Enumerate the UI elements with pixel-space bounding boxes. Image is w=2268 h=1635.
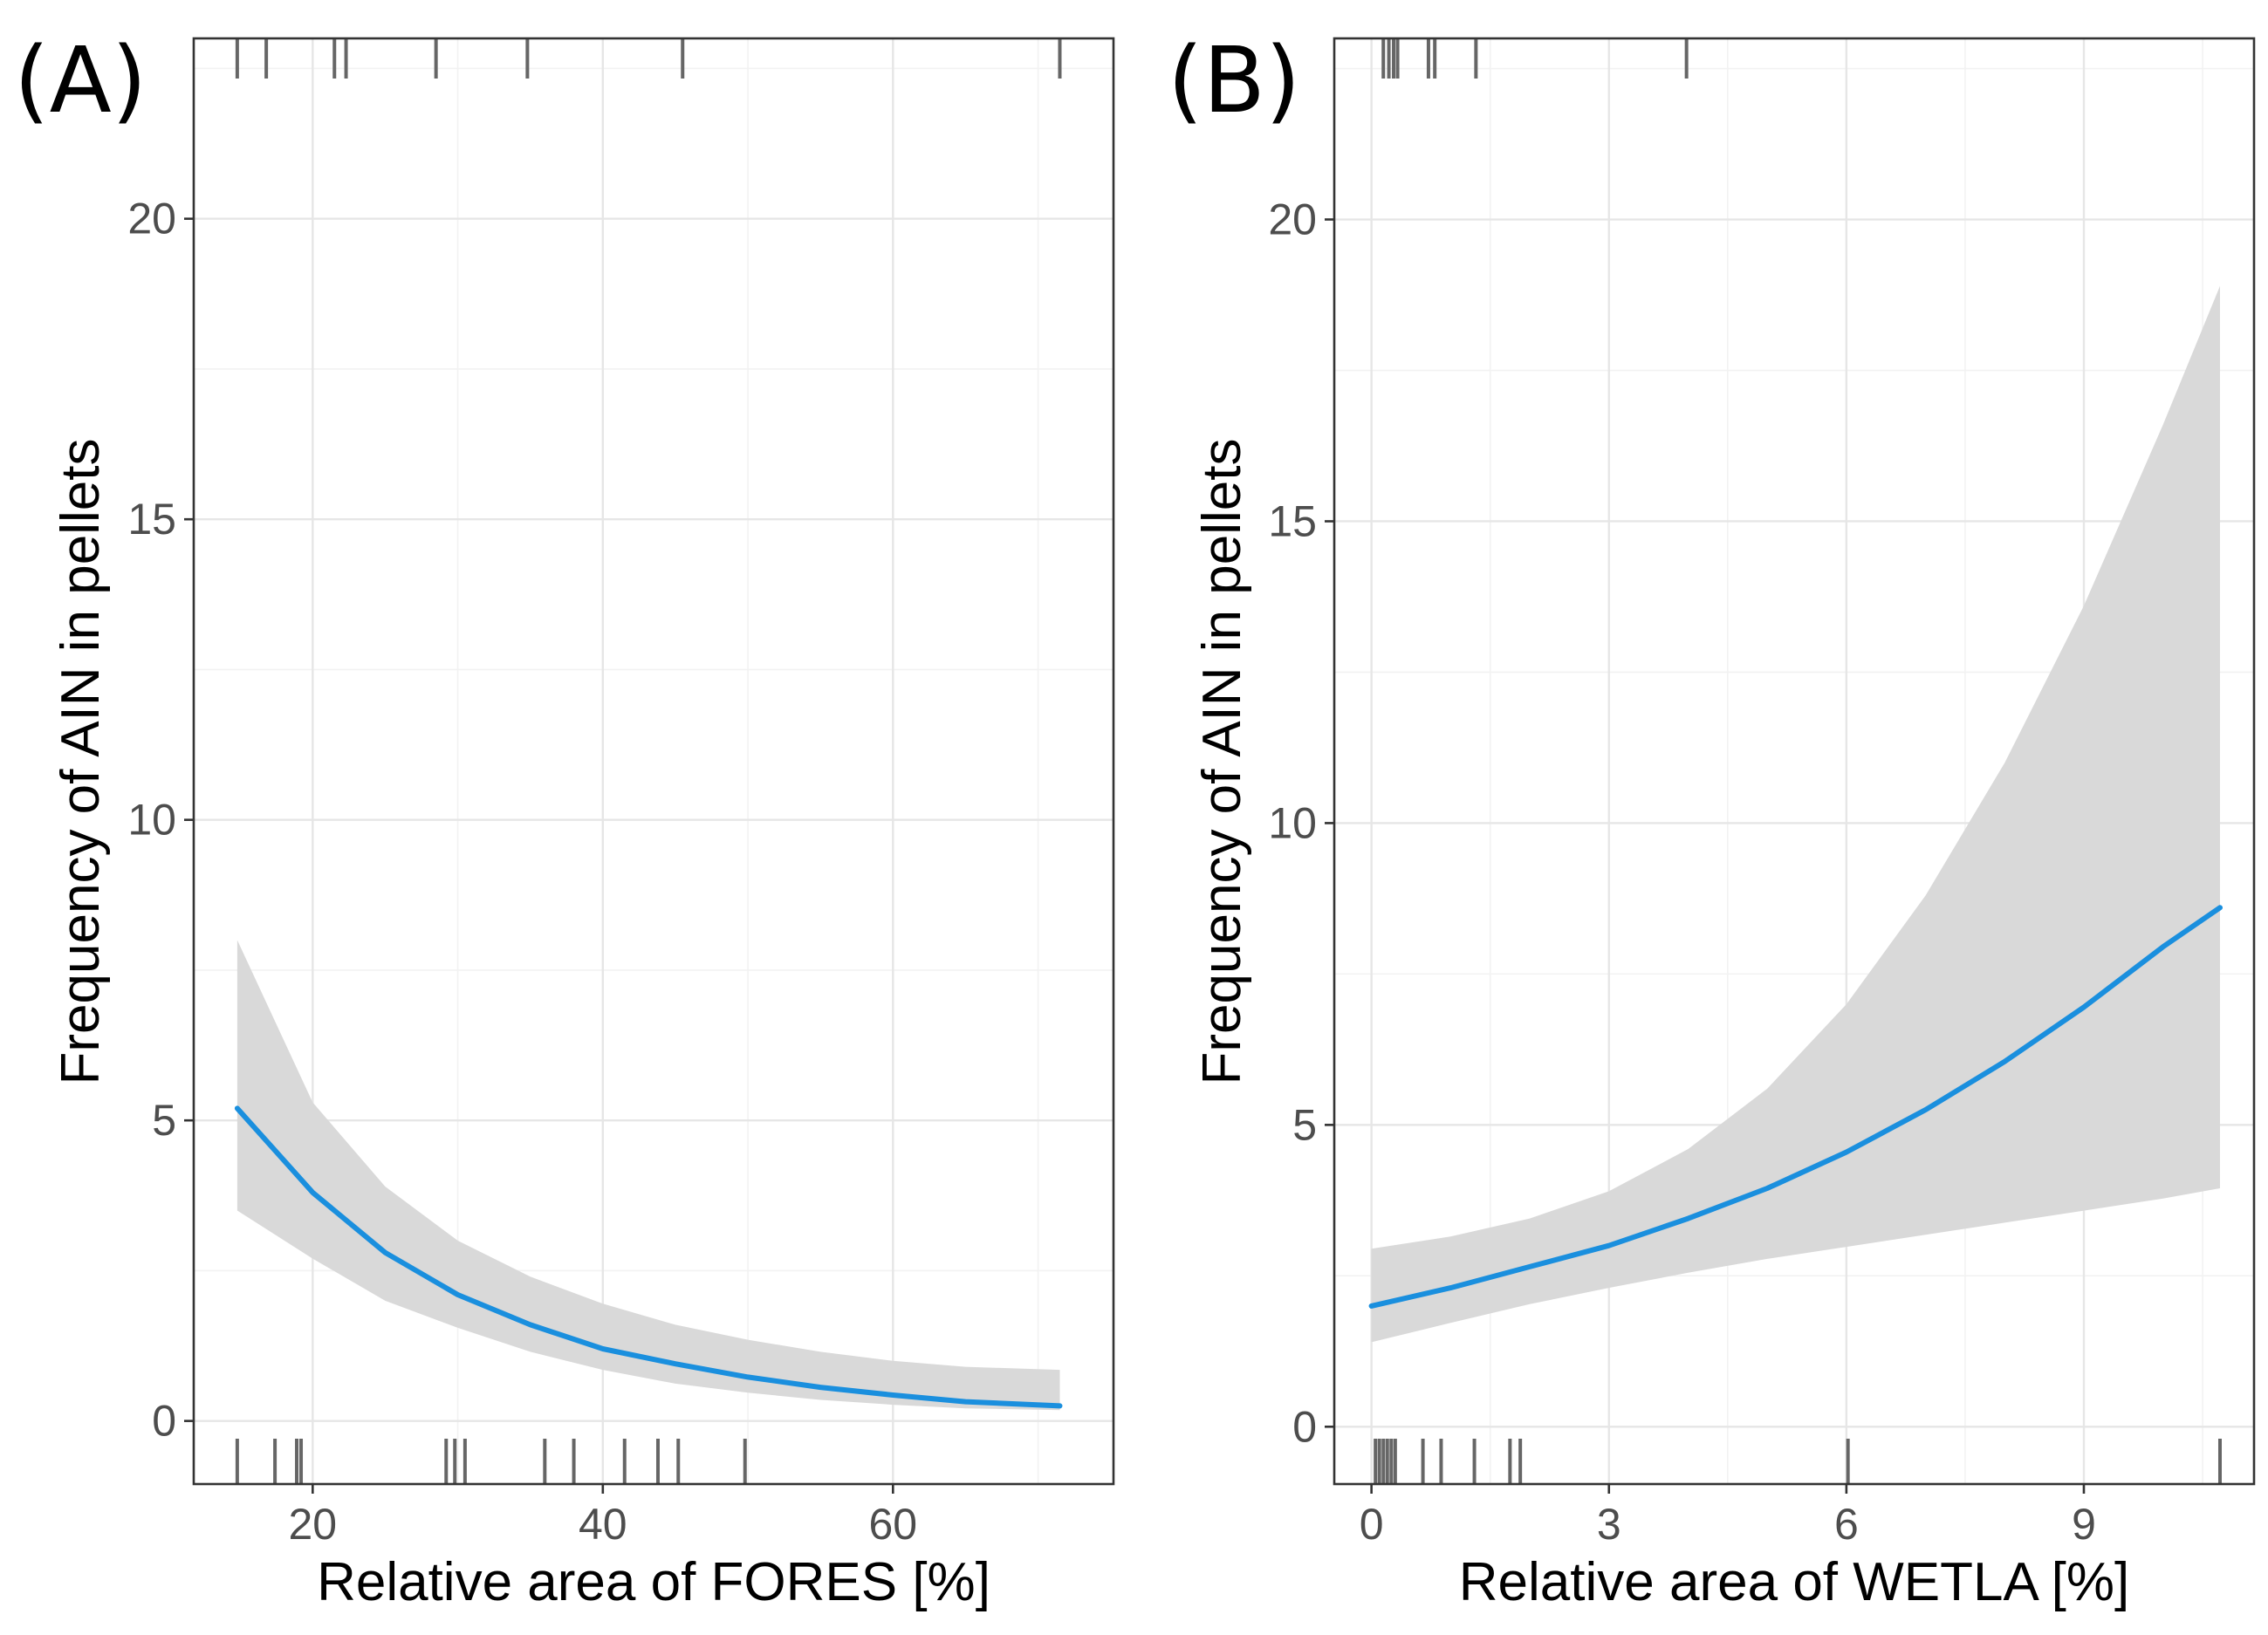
panel-a-y-tick-label: 10	[127, 796, 176, 845]
panel-b-y-axis-title: Frequency of AIN in pellets	[1192, 439, 1252, 1085]
panel-b-label: (B)	[1168, 27, 1301, 133]
panel-a-rug-top	[235, 38, 1062, 79]
panel-b-x-tick-label: 9	[2072, 1500, 2096, 1549]
panel-b-y-tick-label: 15	[1268, 496, 1317, 545]
panel-b-confidence-band	[1371, 285, 2220, 1343]
panel-a-plot-frame	[192, 37, 1115, 1486]
panel-a: 20 40 60 0 5 10 15 20 (A) Relative area of FORE…	[14, 27, 1115, 1612]
panel-b: 0 3 6 9 0 5 10 15 20 (B) Relative area of WETLA …	[1168, 27, 2256, 1612]
panel-b-y-tick-label: 0	[1292, 1402, 1317, 1451]
panel-b-rug-top	[1381, 38, 1689, 79]
panel-b-y-tick-label: 20	[1268, 195, 1317, 244]
panel-b-rug-bottom	[1374, 1439, 2222, 1484]
panel-a-y-tick-label: 20	[127, 195, 176, 243]
panel-a-ticks: 20 40 60 0 5 10 15 20	[127, 195, 917, 1549]
panel-a-x-axis-title: Relative area of FORES [%]	[317, 1552, 990, 1612]
panel-a-y-tick-label: 15	[127, 495, 176, 544]
panel-b-x-axis-title: Relative area of WETLA [%]	[1459, 1552, 2129, 1612]
panel-a-x-tick-label: 60	[868, 1500, 917, 1549]
panel-a-y-axis-title: Frequency of AIN in pellets	[51, 439, 111, 1085]
panel-b-x-tick-label: 6	[1834, 1500, 1859, 1549]
panel-b-x-tick-label: 0	[1360, 1500, 1384, 1549]
panel-b-ticks: 0 3 6 9 0 5 10 15 20	[1268, 195, 2096, 1549]
panel-a-y-tick-label: 5	[152, 1096, 176, 1145]
panel-b-plot-frame	[1333, 37, 2256, 1486]
panel-a-x-tick-label: 40	[579, 1500, 627, 1549]
panel-a-y-tick-label: 0	[152, 1397, 176, 1446]
panel-b-y-tick-label: 5	[1292, 1100, 1317, 1149]
panel-a-confidence-band	[236, 940, 1060, 1411]
panel-a-rug-bottom	[235, 1439, 747, 1484]
panel-a-fit-line	[234, 1105, 1063, 1409]
panel-b-y-tick-label: 10	[1268, 798, 1317, 847]
panel-b-x-tick-label: 3	[1597, 1500, 1621, 1549]
panel-b-fit-line	[1368, 905, 2223, 1309]
panel-a-label: (A)	[14, 27, 147, 133]
panel-a-x-tick-label: 20	[289, 1500, 338, 1549]
